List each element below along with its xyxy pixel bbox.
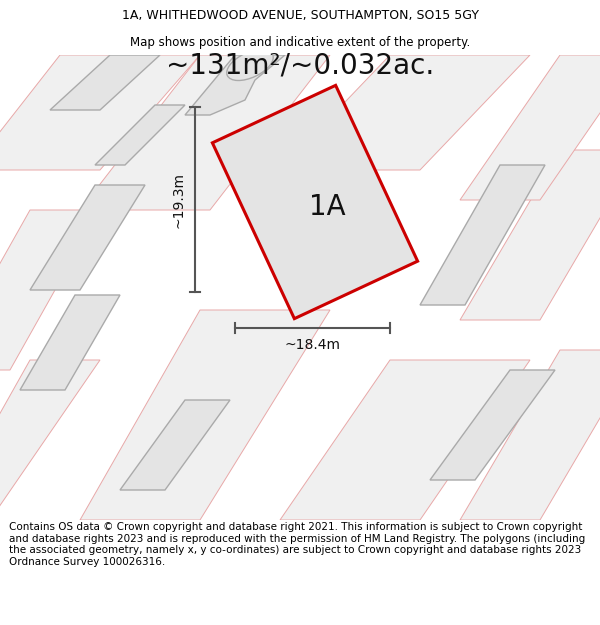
Text: ~18.4m: ~18.4m xyxy=(284,338,341,352)
Polygon shape xyxy=(0,55,200,170)
Polygon shape xyxy=(20,295,120,390)
Text: ~19.3m: ~19.3m xyxy=(171,171,185,227)
Text: Map shows position and indicative extent of the property.: Map shows position and indicative extent… xyxy=(130,36,470,49)
Text: 1A, WHITHEDWOOD AVENUE, SOUTHAMPTON, SO15 5GY: 1A, WHITHEDWOOD AVENUE, SOUTHAMPTON, SO1… xyxy=(121,9,479,22)
Polygon shape xyxy=(212,86,418,319)
Polygon shape xyxy=(460,350,600,520)
Polygon shape xyxy=(460,150,600,320)
Polygon shape xyxy=(0,210,100,370)
Polygon shape xyxy=(280,55,530,170)
Polygon shape xyxy=(280,360,530,520)
Ellipse shape xyxy=(227,49,273,81)
Polygon shape xyxy=(420,165,545,305)
Polygon shape xyxy=(80,310,330,520)
Polygon shape xyxy=(50,55,160,110)
Polygon shape xyxy=(430,370,555,480)
Polygon shape xyxy=(460,55,600,200)
Polygon shape xyxy=(95,105,185,165)
Polygon shape xyxy=(80,55,330,210)
Text: 1A: 1A xyxy=(308,193,346,221)
Polygon shape xyxy=(0,360,100,520)
Text: Contains OS data © Crown copyright and database right 2021. This information is : Contains OS data © Crown copyright and d… xyxy=(9,522,585,567)
Polygon shape xyxy=(30,185,145,290)
Text: ~131m²/~0.032ac.: ~131m²/~0.032ac. xyxy=(166,52,434,80)
Polygon shape xyxy=(185,55,285,115)
Polygon shape xyxy=(120,400,230,490)
